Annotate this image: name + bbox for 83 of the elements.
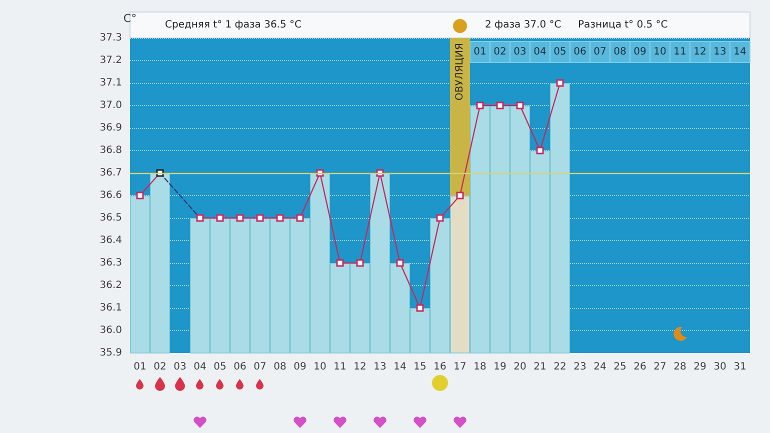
x2-tick-label: 10 xyxy=(654,46,666,58)
point xyxy=(196,214,204,222)
x-tick-label: 21 xyxy=(534,362,546,372)
point xyxy=(236,214,244,222)
y-tick-label: 37.0 xyxy=(100,100,122,111)
x2-tick-label: 08 xyxy=(614,46,626,58)
x2-tick-label: 02 xyxy=(494,46,506,58)
y-axis-title: C° xyxy=(123,12,137,25)
x-tick-label: 28 xyxy=(674,362,686,372)
x-tick-label: 13 xyxy=(374,362,386,372)
point xyxy=(516,102,524,110)
point xyxy=(476,102,484,110)
x-tick-label: 06 xyxy=(234,362,246,372)
x-tick-label: 20 xyxy=(514,362,526,372)
x2-tick-label: 14 xyxy=(734,46,746,58)
y-tick-label: 36.7 xyxy=(100,168,122,178)
y-tick-label: 36.1 xyxy=(100,302,122,314)
point xyxy=(416,304,424,312)
x-tick-label: 01 xyxy=(134,362,146,372)
x2-tick-label: 12 xyxy=(694,46,706,58)
y-tick-label: 37.3 xyxy=(100,32,122,44)
x-tick-label: 07 xyxy=(254,362,266,372)
point xyxy=(536,146,544,154)
y-tick-label: 36.6 xyxy=(100,190,122,201)
point xyxy=(556,79,564,87)
x-tick-label: 12 xyxy=(354,362,366,372)
x2-tick-label: 13 xyxy=(714,46,726,58)
text: Средняя t° 1 фаза 36.5 °C xyxy=(165,20,302,30)
x2-tick-label: 07 xyxy=(594,46,606,58)
text: 2 фаза 37.0 °C xyxy=(485,20,562,30)
x-tick-label: 16 xyxy=(434,362,446,372)
point xyxy=(136,192,144,200)
x2-tick-label: 04 xyxy=(534,46,546,58)
x-tick-label: 14 xyxy=(394,362,406,372)
x2-tick-label: 01 xyxy=(474,46,486,58)
x-tick-label: 24 xyxy=(594,362,606,372)
x-tick-label: 31 xyxy=(734,362,746,372)
point xyxy=(256,214,264,222)
x-tick-label: 15 xyxy=(414,362,426,372)
x-tick-label: 26 xyxy=(634,362,646,372)
x-tick-label: 19 xyxy=(494,362,506,372)
x-tick-label: 25 xyxy=(614,362,626,372)
x-tick-label: 04 xyxy=(194,362,206,372)
x-tick-label: 08 xyxy=(274,362,286,372)
y-tick-label: 35.9 xyxy=(100,348,122,358)
y-tick-label: 37.2 xyxy=(100,55,122,66)
x-tick-label: 30 xyxy=(714,362,726,372)
x-tick-label: 09 xyxy=(294,362,306,372)
point xyxy=(296,214,304,222)
x-tick-label: 23 xyxy=(574,362,586,372)
y-tick-label: 36.3 xyxy=(100,258,122,268)
point xyxy=(496,102,504,110)
y-tick-label: 36.0 xyxy=(100,325,122,336)
x-tick-label: 18 xyxy=(474,362,486,372)
y-tick-label: 37.1 xyxy=(100,78,122,88)
y-tick-label: 36.2 xyxy=(100,280,122,291)
x-tick-label: 10 xyxy=(314,362,326,372)
point xyxy=(396,259,404,267)
point xyxy=(336,259,344,267)
x-tick-label: 03 xyxy=(174,362,186,372)
point xyxy=(456,192,464,200)
x-tick-label: 02 xyxy=(154,362,166,372)
y-tick-label: 36.9 xyxy=(100,122,122,134)
y-tick-label: 36.5 xyxy=(100,212,122,224)
y-tick-label: 36.8 xyxy=(100,145,122,156)
x2-tick-label: 06 xyxy=(574,46,586,58)
point xyxy=(276,214,284,222)
x-tick-label: 17 xyxy=(454,362,466,372)
point xyxy=(216,214,224,222)
point xyxy=(436,214,444,222)
x-tick-label: 05 xyxy=(214,362,226,372)
x-tick-label: 22 xyxy=(554,362,566,372)
point xyxy=(356,259,364,267)
x2-tick-label: 11 xyxy=(674,46,686,58)
y-tick-label: 36.4 xyxy=(100,235,122,246)
x-tick-label: 29 xyxy=(694,362,706,372)
band-label: ОВУЛЯЦИЯ xyxy=(454,43,466,100)
x2-tick-label: 03 xyxy=(514,46,526,58)
x2-tick-label: 09 xyxy=(634,46,646,58)
x-tick-label: 27 xyxy=(654,362,666,372)
x-tick-label: 11 xyxy=(334,362,346,372)
x2-tick-label: 05 xyxy=(554,46,566,58)
text: Разница t° 0.5 °C xyxy=(578,20,668,30)
